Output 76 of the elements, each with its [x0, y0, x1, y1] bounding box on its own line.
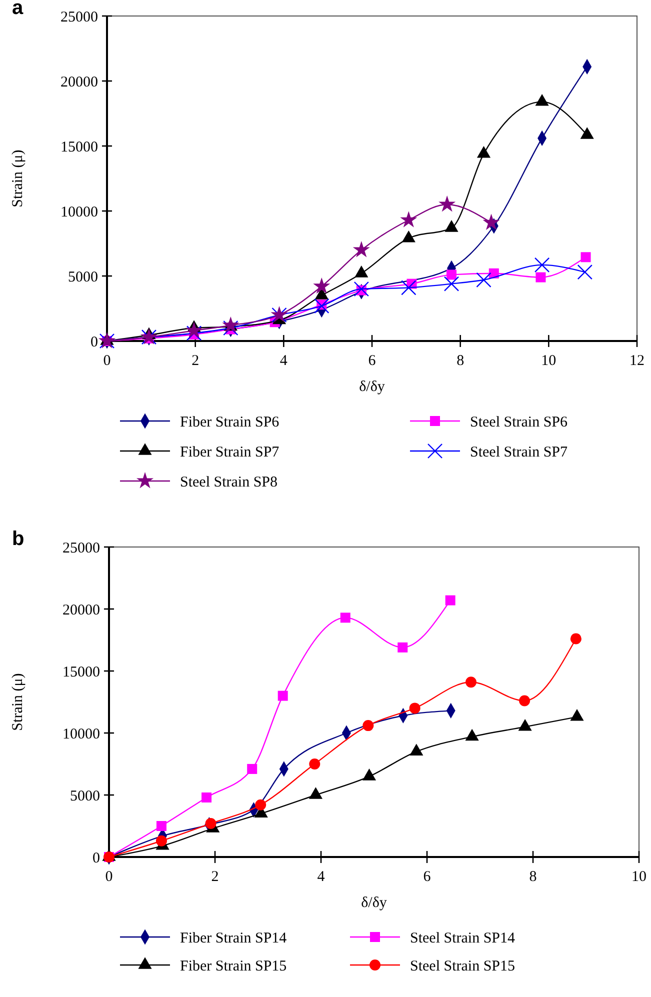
y-tick-label: 25000	[60, 9, 98, 26]
point	[362, 720, 374, 732]
point	[278, 690, 288, 701]
x-tick-label: 6	[368, 353, 376, 369]
x-tick-label: 10	[632, 869, 646, 885]
point	[409, 702, 420, 714]
x-tick-label: 8	[529, 869, 537, 885]
y-tick-label: 5000	[68, 269, 98, 286]
point	[535, 94, 549, 106]
point	[185, 322, 203, 338]
x-tick-label: 12	[630, 353, 644, 369]
point	[446, 270, 456, 280]
point	[247, 764, 258, 774]
legend-label: Steel Strain SP15	[410, 958, 516, 974]
y-tick-label: 15000	[62, 664, 100, 680]
point	[580, 127, 594, 139]
y-tick-label: 0	[92, 850, 100, 866]
point	[465, 676, 476, 688]
point	[536, 272, 546, 282]
point	[570, 633, 582, 644]
point	[400, 211, 418, 228]
x-tick-label: 4	[317, 869, 326, 885]
point	[534, 257, 550, 273]
x-tick-label: 4	[280, 353, 288, 369]
point	[519, 695, 530, 706]
legend-label: Fiber Strain SP15	[180, 958, 287, 974]
y-tick-label: 5000	[70, 788, 100, 804]
point	[314, 298, 330, 314]
legend-label: Fiber Strain SP6	[180, 414, 280, 430]
point	[577, 264, 592, 280]
point	[482, 214, 500, 230]
x-tick-label: 0	[105, 869, 113, 885]
point	[255, 799, 266, 810]
point	[156, 821, 166, 831]
y-tick-label: 10000	[60, 204, 98, 220]
legend-label: Steel Strain SP7	[470, 444, 568, 460]
y-axis-title: Strain (μ)	[10, 150, 26, 208]
x-tick-label: 2	[211, 869, 219, 885]
point	[340, 612, 350, 623]
x-axis-title: δ/δy	[359, 379, 386, 395]
point	[202, 792, 212, 802]
point	[444, 220, 458, 232]
legend-label: Fiber Strain SP14	[180, 930, 288, 946]
point	[313, 277, 330, 294]
point	[444, 276, 460, 292]
legend-label: Steel Strain SP8	[180, 474, 278, 490]
y-tick-label: 20000	[62, 602, 100, 618]
x-tick-label: 6	[423, 869, 432, 885]
point	[476, 146, 491, 158]
x-tick-label: 8	[456, 353, 464, 369]
x-tick-label: 0	[103, 353, 111, 369]
y-tick-label: 25000	[62, 540, 100, 556]
point	[438, 196, 456, 212]
chart-title: a	[12, 0, 24, 19]
legend-label: Steel Strain SP6	[470, 414, 568, 430]
y-tick-label: 10000	[62, 726, 100, 742]
legend-label: Steel Strain SP14	[410, 930, 516, 946]
legend-label: Fiber Strain SP7	[180, 444, 280, 460]
y-axis-title: Strain (μ)	[10, 673, 26, 731]
point	[445, 595, 456, 606]
x-axis-title: δ/δy	[361, 895, 388, 911]
point	[476, 272, 492, 288]
chart-title: b	[12, 528, 24, 550]
point	[205, 818, 216, 830]
y-tick-label: 20000	[60, 74, 98, 90]
x-tick-label: 10	[541, 353, 556, 369]
y-tick-label: 0	[90, 334, 98, 350]
point	[354, 281, 369, 297]
x-tick-label: 2	[192, 353, 200, 369]
point	[580, 252, 591, 262]
point	[156, 835, 167, 846]
point	[352, 241, 370, 258]
y-tick-label: 15000	[60, 139, 98, 156]
point	[398, 642, 408, 652]
point	[309, 758, 320, 770]
point	[401, 280, 416, 296]
